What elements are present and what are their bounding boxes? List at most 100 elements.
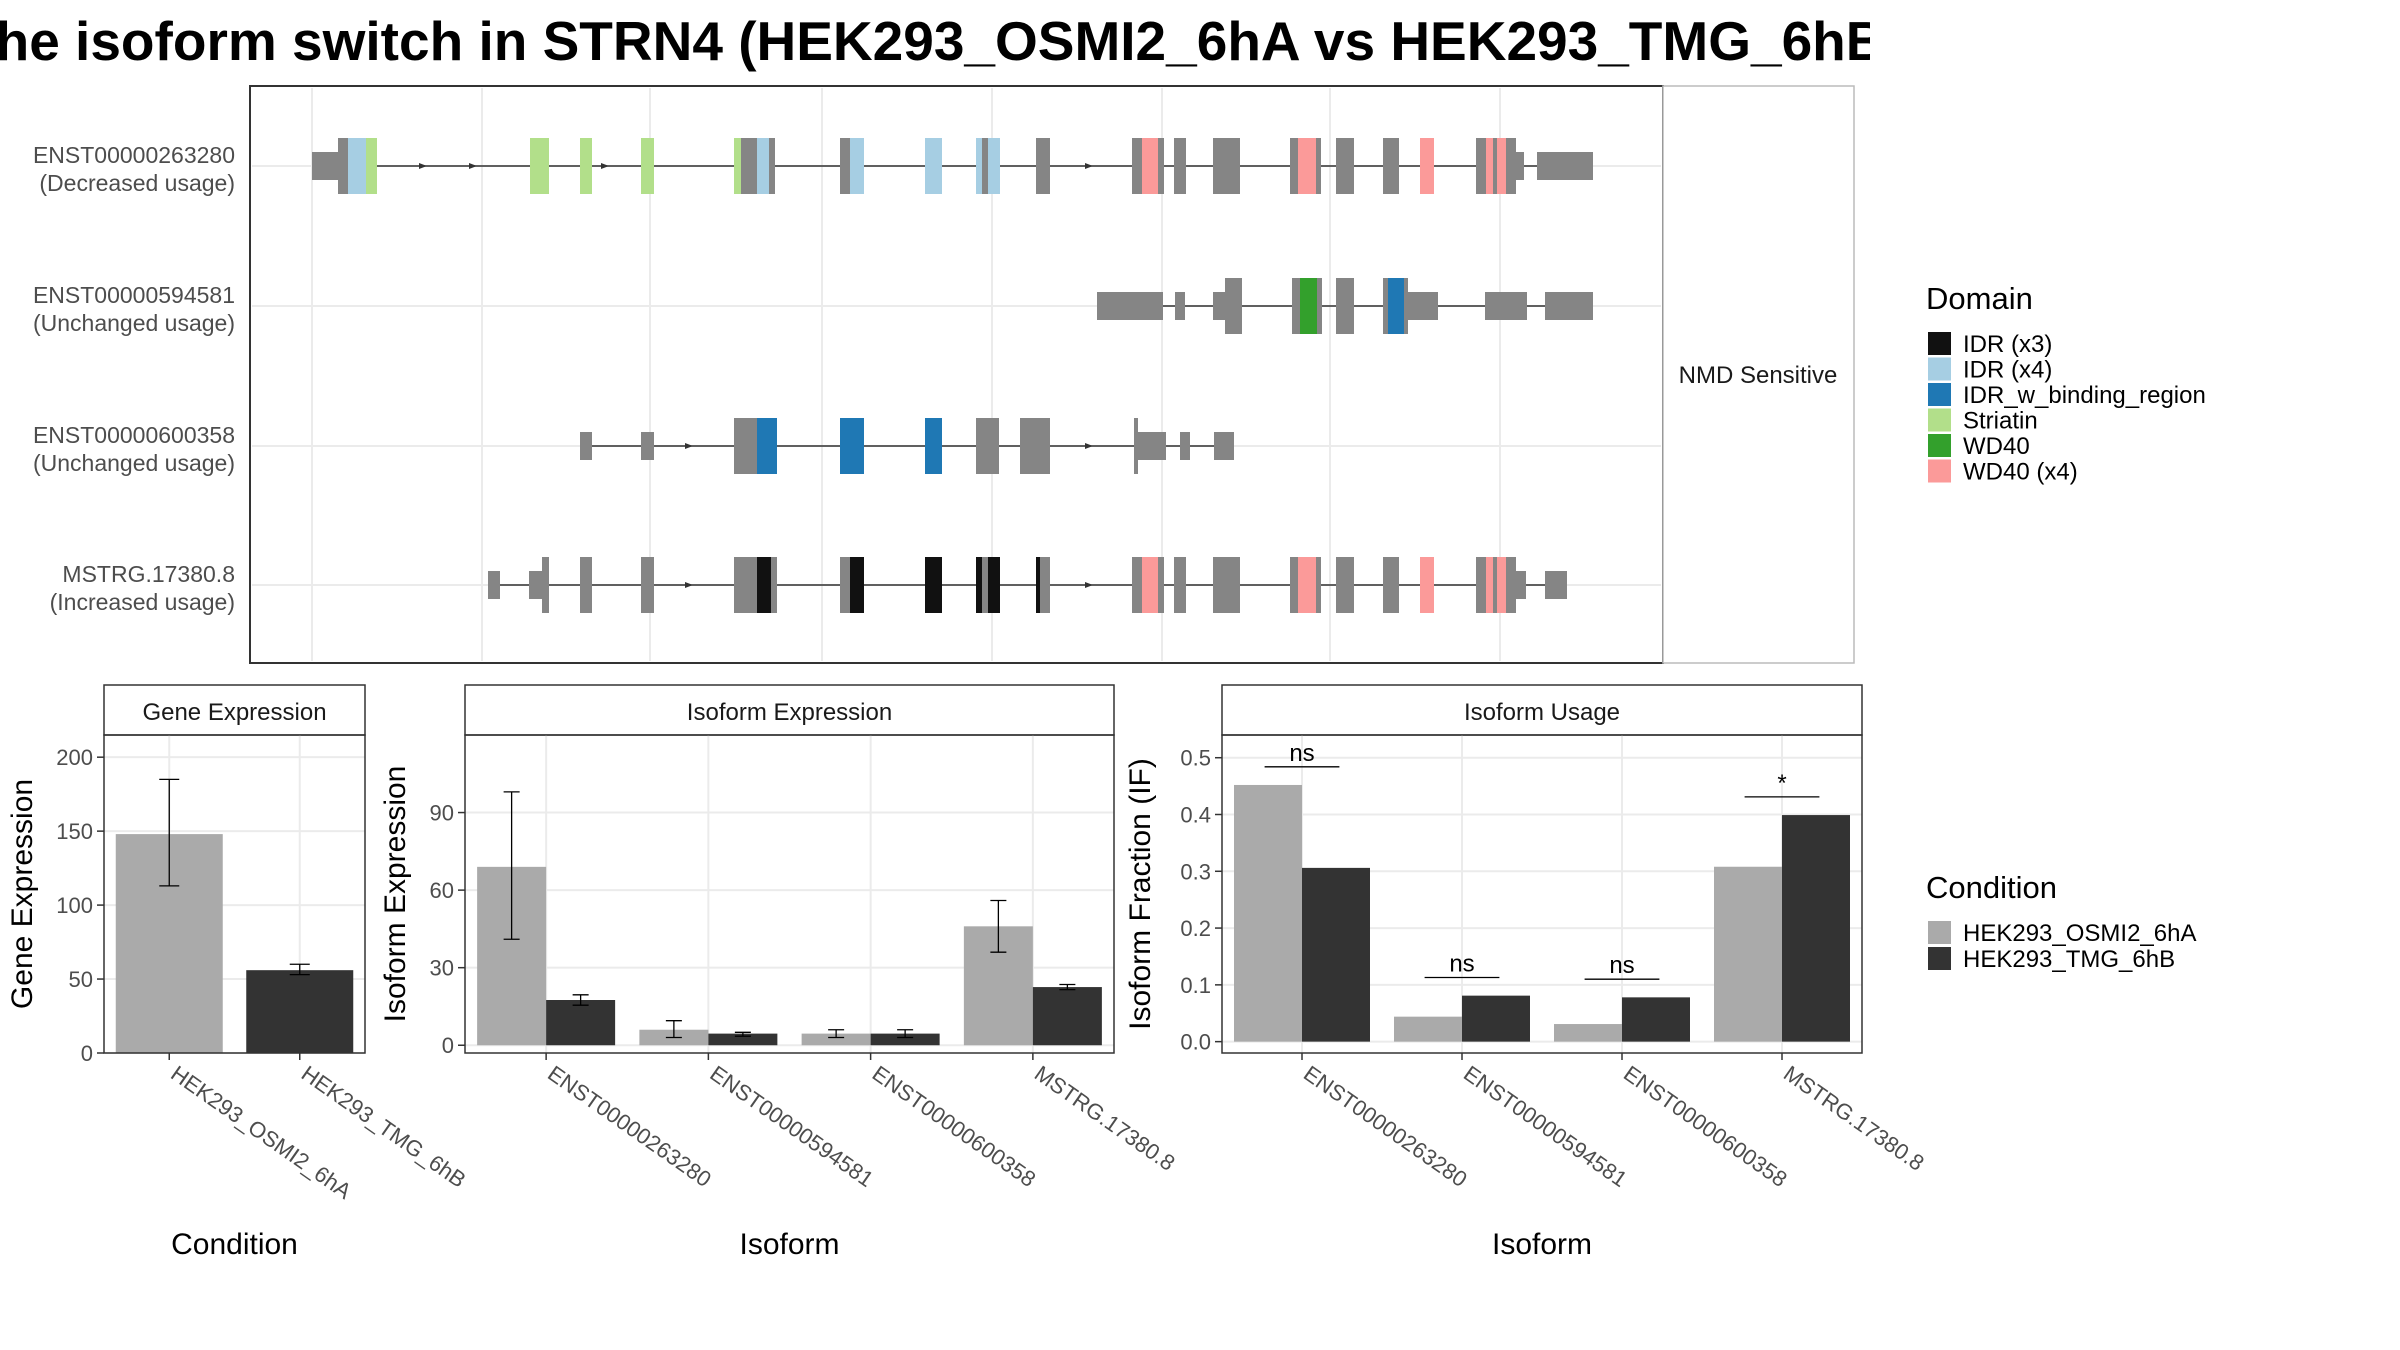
condition-legend-label: HEK293_TMG_6hB xyxy=(1963,946,2175,973)
domain-legend-key xyxy=(1928,434,1951,457)
panel-strip xyxy=(103,684,366,736)
domain-legend-key xyxy=(1928,332,1951,355)
exon-block xyxy=(1383,557,1399,613)
exon-block xyxy=(976,138,982,194)
exon-block xyxy=(1174,138,1186,194)
exon-block xyxy=(1097,292,1163,320)
exon-block xyxy=(641,557,654,613)
nmd-strip-label: NMD Sensitive xyxy=(1679,362,1838,389)
x-tick-label: ENST00000600358 xyxy=(1619,1061,1792,1192)
y-tick-label: 0 xyxy=(81,1041,93,1066)
significance-label: ns xyxy=(1449,950,1474,977)
exon-block xyxy=(734,138,741,194)
condition-legend-title: Condition xyxy=(1926,870,2057,905)
condition-legend-key xyxy=(1928,921,1951,944)
exon-block xyxy=(1545,292,1593,320)
transcript-id-label: MSTRG.17380.8 xyxy=(62,561,235,587)
exon-block xyxy=(1383,278,1388,334)
direction-arrow xyxy=(685,443,693,449)
condition-legend-key xyxy=(1928,947,1951,970)
bar xyxy=(870,1033,940,1046)
panel-title: Gene Expression xyxy=(142,699,326,726)
exon-block xyxy=(741,138,757,194)
domain-legend-key xyxy=(1928,357,1951,381)
direction-arrow xyxy=(685,582,693,588)
domain-legend: Domain IDR (x3)IDR (x4)IDR_w_binding_reg… xyxy=(1926,281,2206,486)
exon-block xyxy=(1138,432,1166,460)
exon-block xyxy=(1225,278,1242,334)
exon-block xyxy=(757,557,771,613)
x-tick-label: ENST00000594581 xyxy=(706,1061,879,1192)
exon-block xyxy=(1336,138,1354,194)
panel-title: Isoform Usage xyxy=(1464,699,1620,726)
exon-block xyxy=(1493,557,1497,613)
bar xyxy=(1032,987,1102,1046)
exon-block xyxy=(840,138,850,194)
exon-block xyxy=(1142,557,1158,613)
transcript-models xyxy=(312,138,1593,613)
y-tick-label: 0.1 xyxy=(1180,973,1211,998)
y-tick-label: 0.5 xyxy=(1180,746,1211,771)
exon-block xyxy=(976,418,999,474)
domain-legend-label: Striatin xyxy=(1963,408,2038,435)
exon-block xyxy=(1214,432,1234,460)
bar xyxy=(1714,866,1782,1042)
x-axis-title: Isoform xyxy=(739,1228,839,1261)
panel-border xyxy=(103,734,366,1054)
exon-block xyxy=(1497,138,1506,194)
bar xyxy=(708,1033,778,1046)
y-tick-label: 90 xyxy=(430,801,454,826)
domain-legend-label: WD40 (x4) xyxy=(1963,459,2078,486)
exon-block xyxy=(1336,278,1354,334)
significance-label: ns xyxy=(1289,740,1314,767)
exon-block xyxy=(925,418,942,474)
exon-block xyxy=(530,138,549,194)
condition-legend-label: HEK293_OSMI2_6hA xyxy=(1963,920,2196,947)
direction-arrow xyxy=(1085,163,1093,169)
exon-block xyxy=(1213,138,1240,194)
direction-arrow xyxy=(1085,443,1093,449)
exon-block xyxy=(1486,138,1493,194)
bar xyxy=(1782,815,1850,1042)
domain-legend-label: IDR (x3) xyxy=(1963,331,2052,358)
exon-block xyxy=(1485,292,1527,320)
exon-block xyxy=(1175,292,1185,320)
exon-block xyxy=(1020,418,1050,474)
y-axis-title: Gene Expression xyxy=(6,779,39,1009)
exon-block xyxy=(1408,292,1438,320)
bar xyxy=(1394,1016,1462,1042)
exon-block xyxy=(850,557,864,613)
exon-block xyxy=(1545,571,1567,599)
exon-block xyxy=(580,557,592,613)
exon-block xyxy=(1493,138,1497,194)
y-tick-label: 0.4 xyxy=(1180,803,1211,828)
exon-block xyxy=(580,432,592,460)
panel-border xyxy=(1221,734,1863,1054)
transcript-id-label: ENST00000594581 xyxy=(33,282,235,308)
bar xyxy=(1302,867,1370,1042)
y-tick-label: 200 xyxy=(56,745,93,770)
y-tick-label: 0.0 xyxy=(1180,1030,1211,1055)
significance-label: * xyxy=(1777,770,1786,797)
y-tick-label: 30 xyxy=(430,956,454,981)
y-axis-title: Isoform Fraction (IF) xyxy=(1124,758,1157,1030)
y-tick-label: 150 xyxy=(56,819,93,844)
exon-block xyxy=(312,152,340,180)
y-tick-label: 0 xyxy=(442,1033,454,1058)
panel-border xyxy=(464,734,1115,1054)
bar xyxy=(1462,995,1530,1042)
exon-block xyxy=(1506,557,1516,613)
exon-block xyxy=(1036,138,1050,194)
domain-legend-key xyxy=(1928,383,1951,406)
exon-block xyxy=(1388,278,1404,334)
bar xyxy=(1234,784,1302,1042)
exon-block xyxy=(757,418,777,474)
bar xyxy=(546,1000,616,1046)
direction-arrow xyxy=(601,163,609,169)
exon-block xyxy=(925,557,942,613)
exon-block xyxy=(1476,557,1486,613)
transcript-id-label: ENST00000600358 xyxy=(33,422,235,448)
exon-block xyxy=(641,138,654,194)
exon-block xyxy=(734,557,757,613)
